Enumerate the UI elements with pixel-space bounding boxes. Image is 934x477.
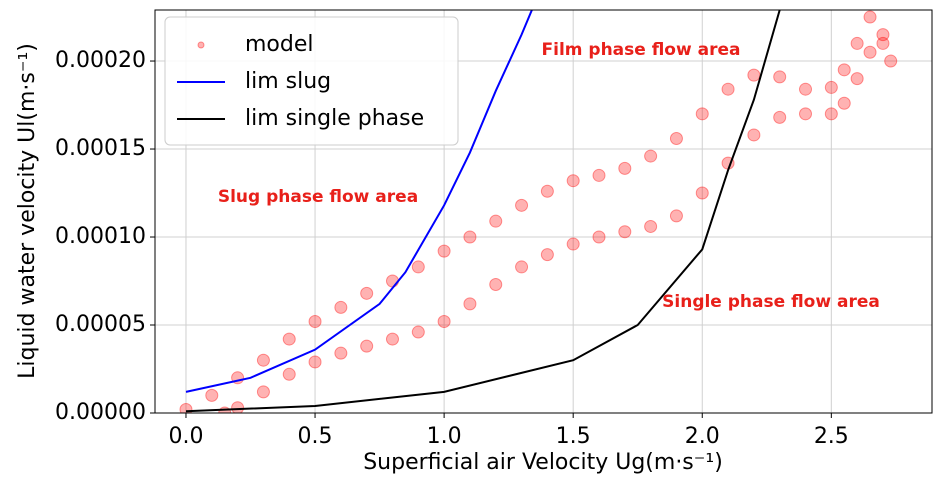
- y-tick-label: 0.00010: [55, 224, 146, 249]
- data-point: [592, 230, 606, 244]
- data-point: [747, 128, 761, 142]
- data-point: [282, 367, 296, 381]
- data-point: [282, 332, 296, 346]
- data-point: [334, 300, 348, 314]
- data-point: [695, 186, 709, 200]
- data-point: [644, 149, 658, 163]
- x-tick-label: 2.5: [814, 424, 849, 449]
- x-tick-label: 0.0: [168, 424, 203, 449]
- data-point: [308, 314, 322, 328]
- data-point: [540, 248, 554, 262]
- data-point: [360, 286, 374, 300]
- legend: model lim slug lim single phase: [164, 16, 459, 146]
- data-point: [385, 332, 399, 346]
- data-point: [205, 388, 219, 402]
- annotation: Film phase flow area: [542, 40, 741, 60]
- data-point: [773, 110, 787, 124]
- data-point: [837, 63, 851, 77]
- data-point: [411, 325, 425, 339]
- data-point: [334, 346, 348, 360]
- marks: [179, 10, 898, 413]
- legend-box: [164, 16, 459, 146]
- data-point: [515, 260, 529, 274]
- data-point: [566, 237, 580, 251]
- data-point: [876, 36, 890, 50]
- data-point: [747, 68, 761, 82]
- data-point: [837, 96, 851, 110]
- data-point: [824, 107, 838, 121]
- data-point: [566, 174, 580, 188]
- data-point: [437, 314, 451, 328]
- data-point: [463, 297, 477, 311]
- y-tick-label: 0.00005: [55, 312, 146, 337]
- data-point: [850, 36, 864, 50]
- series-line: [185, 10, 533, 393]
- data-point: [385, 274, 399, 288]
- data-point: [884, 54, 898, 68]
- data-point: [489, 278, 503, 292]
- data-point: [876, 28, 890, 42]
- data-point: [231, 401, 245, 413]
- data-point: [773, 70, 787, 84]
- data-point: [256, 385, 270, 399]
- data-point: [644, 219, 658, 233]
- data-point: [799, 82, 813, 96]
- series-line: [185, 10, 781, 413]
- data-point: [824, 80, 838, 94]
- data-point: [515, 198, 529, 212]
- data-point: [489, 214, 503, 228]
- y-tick-label: 0.00000: [55, 400, 146, 425]
- y-tick-label: 0.00020: [55, 48, 146, 73]
- data-point: [308, 355, 322, 369]
- data-point: [721, 82, 735, 96]
- y-axis-label: Liquid water velocity Ul(m·s⁻¹): [15, 43, 40, 379]
- legend-label: lim single phase: [245, 106, 424, 131]
- x-tick-label: 1.5: [556, 424, 591, 449]
- x-tick-label: 1.0: [427, 424, 462, 449]
- data-point: [411, 260, 425, 274]
- annotation: Slug phase flow area: [218, 187, 418, 207]
- data-point: [863, 45, 877, 59]
- x-axis-label: Superficial air Velocity Ug(m·s⁻¹): [363, 450, 723, 475]
- data-point: [618, 161, 632, 175]
- data-point: [463, 230, 477, 244]
- annotation: Single phase flow area: [662, 292, 880, 312]
- y-tick-label: 0.00015: [55, 136, 146, 161]
- data-point: [669, 209, 683, 223]
- data-point: [256, 353, 270, 367]
- data-point: [850, 72, 864, 86]
- plot-frame: [154, 9, 933, 414]
- x-tick-label: 0.5: [298, 424, 333, 449]
- data-point: [618, 225, 632, 239]
- data-point: [799, 107, 813, 121]
- x-tick-label: 2.0: [685, 424, 720, 449]
- data-point: [863, 10, 877, 24]
- legend-label: model: [245, 32, 314, 57]
- data-point: [360, 339, 374, 353]
- legend-marker: [197, 41, 205, 49]
- legend-label: lim slug: [245, 69, 331, 94]
- data-point: [437, 244, 451, 258]
- data-point: [695, 107, 709, 121]
- data-point: [592, 168, 606, 182]
- data-point: [540, 184, 554, 198]
- data-point: [669, 131, 683, 145]
